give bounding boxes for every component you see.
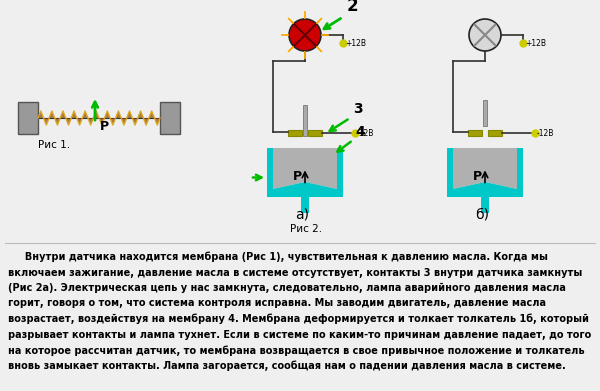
Text: включаем зажигание, давление масла в системе отсутствует, контакты 3 внутри датч: включаем зажигание, давление масла в сис… — [8, 267, 582, 278]
Text: +12В: +12В — [345, 39, 366, 48]
Bar — [481, 197, 489, 213]
Bar — [483, 100, 487, 126]
Bar — [288, 130, 302, 136]
Text: Внутри датчика находится мембрана (Рис 1), чувствительная к давлению масла. Когд: Внутри датчика находится мембрана (Рис 1… — [8, 252, 548, 262]
Bar — [447, 148, 453, 197]
Text: 2: 2 — [347, 0, 359, 15]
Text: (Рис 2а). Электрическая цепь у нас замкнута, следовательно, лампа аварийного дав: (Рис 2а). Электрическая цепь у нас замкн… — [8, 283, 566, 293]
Bar — [18, 102, 38, 134]
Text: P: P — [293, 170, 302, 183]
Bar — [308, 130, 322, 136]
Bar — [160, 102, 180, 134]
Text: Рис 2.: Рис 2. — [290, 224, 322, 234]
Text: -12В: -12В — [357, 129, 374, 138]
Text: 4: 4 — [355, 125, 365, 139]
Text: 3: 3 — [353, 102, 362, 116]
Text: P: P — [473, 170, 482, 183]
Polygon shape — [267, 182, 343, 197]
Bar — [301, 197, 309, 213]
Text: возрастает, воздействуя на мембрану 4. Мембрана деформируется и толкает толкател: возрастает, воздействуя на мембрану 4. М… — [8, 314, 589, 325]
Bar — [267, 148, 273, 197]
Bar — [303, 105, 307, 136]
Text: Рис 1.: Рис 1. — [38, 140, 70, 150]
Circle shape — [469, 19, 501, 51]
Bar — [468, 130, 482, 136]
Text: б): б) — [475, 207, 489, 221]
Text: +12В: +12В — [525, 39, 546, 48]
Text: а): а) — [295, 207, 309, 221]
Bar — [517, 148, 523, 197]
Text: P: P — [100, 120, 109, 133]
Text: разрывает контакты и лампа тухнет. Если в системе по каким-то причинам давление : разрывает контакты и лампа тухнет. Если … — [8, 330, 591, 339]
Polygon shape — [453, 148, 517, 189]
Polygon shape — [447, 182, 523, 197]
Text: горит, говоря о том, что система контроля исправна. Мы заводим двигатель, давлен: горит, говоря о том, что система контрол… — [8, 298, 546, 308]
Text: вновь замыкает контакты. Лампа загорается, сообщая нам о падении давления масла : вновь замыкает контакты. Лампа загораетс… — [8, 361, 566, 371]
Polygon shape — [273, 148, 337, 189]
Bar — [488, 130, 502, 136]
Circle shape — [289, 19, 321, 51]
Bar — [337, 148, 343, 197]
Text: -12В: -12В — [537, 129, 554, 138]
Text: на которое рассчитан датчик, то мембрана возвращается в свое привычное положение: на которое рассчитан датчик, то мембрана… — [8, 345, 584, 355]
